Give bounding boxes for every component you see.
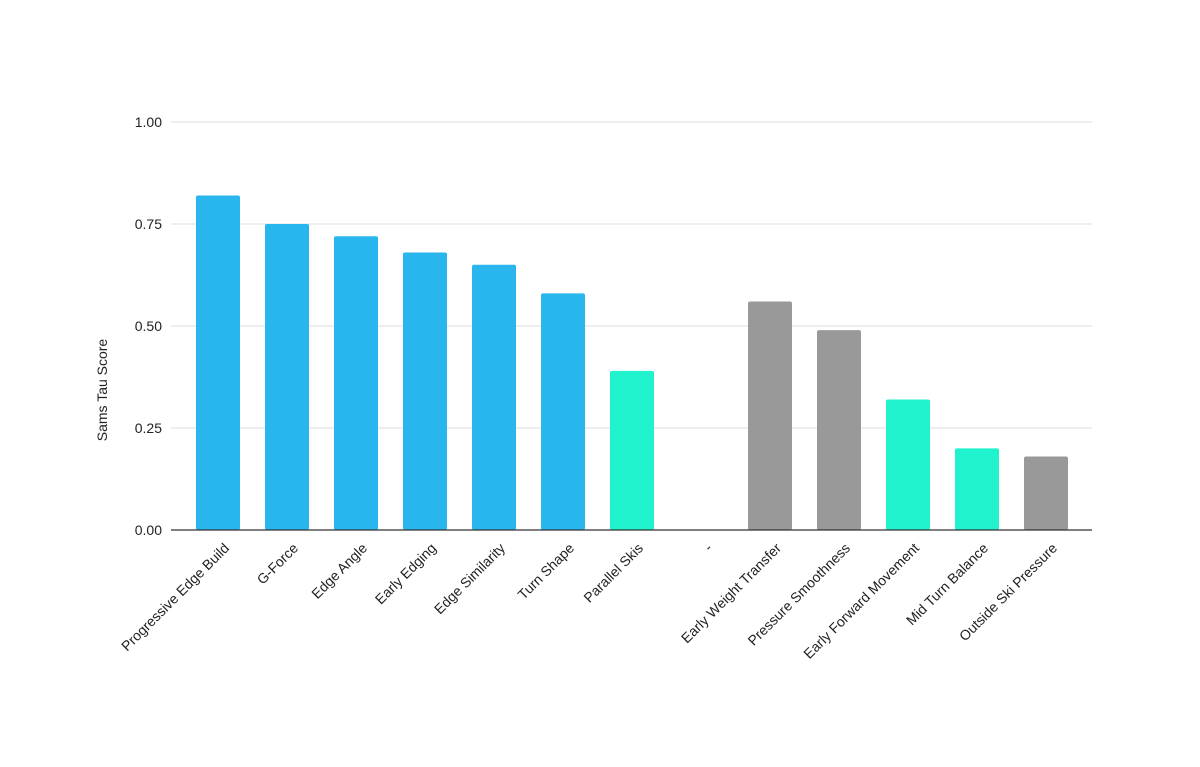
x-category-label: Parallel Skis — [580, 540, 646, 606]
x-category-label: Turn Shape — [514, 540, 577, 603]
bar — [610, 370, 654, 530]
x-category-label: Early Edging — [372, 540, 439, 607]
y-tick-label: 1.00 — [135, 114, 162, 130]
bar — [886, 399, 930, 530]
y-axis-ticks: 0.00 0.25 0.50 0.75 1.00 — [135, 114, 162, 538]
y-tick-label: 0.50 — [135, 318, 162, 334]
y-tick-label: 0.00 — [135, 522, 162, 538]
bar — [955, 448, 999, 530]
bar — [1024, 456, 1068, 530]
x-category-label: Progressive Edge Build — [118, 540, 232, 654]
x-category-label: - — [701, 540, 716, 555]
bar — [817, 330, 861, 530]
bar — [748, 301, 792, 530]
y-tick-label: 0.25 — [135, 420, 162, 436]
bar — [196, 195, 240, 530]
bar — [472, 264, 516, 530]
y-axis-title: Sams Tau Score — [94, 339, 110, 442]
bar — [403, 252, 447, 530]
bar — [265, 224, 309, 530]
x-category-label: Edge Angle — [308, 540, 370, 602]
bar — [334, 236, 378, 531]
x-axis-category-labels: Progressive Edge Build G-Force Edge Angle E… — [118, 540, 1060, 662]
x-category-label: Edge Similarity — [431, 540, 508, 617]
bar — [541, 293, 585, 530]
bars — [196, 195, 1068, 531]
x-category-label: G-Force — [254, 540, 302, 588]
x-category-label: Early Forward Movement — [800, 540, 922, 662]
y-tick-label: 0.75 — [135, 216, 162, 232]
